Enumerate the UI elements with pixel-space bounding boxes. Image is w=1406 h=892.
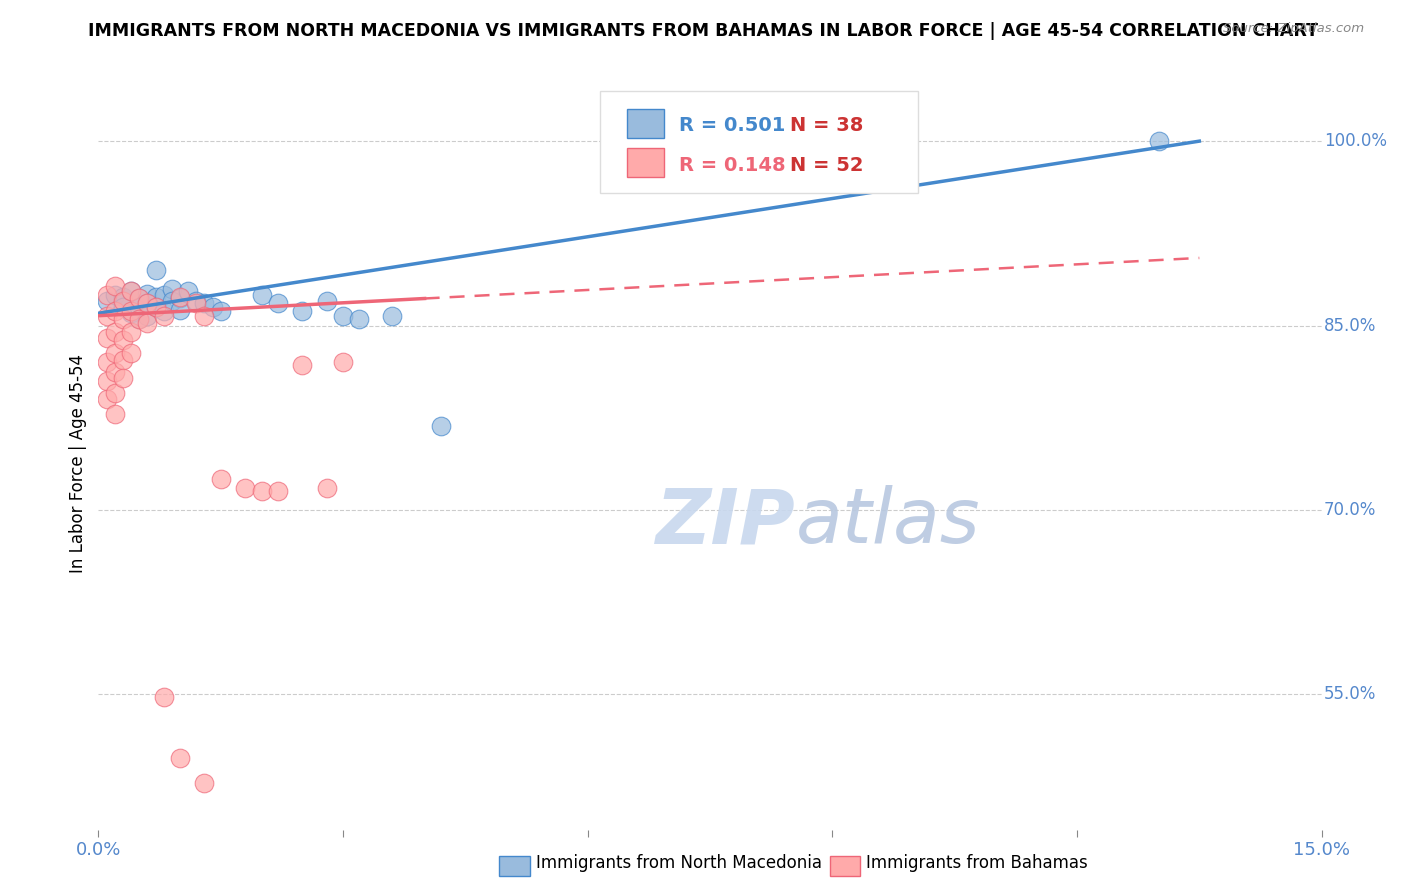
Point <box>111 293 134 308</box>
Point <box>96 355 118 369</box>
Point <box>111 290 134 304</box>
Point <box>267 296 290 310</box>
Point <box>291 303 314 318</box>
Point <box>332 309 354 323</box>
Text: 70.0%: 70.0% <box>1324 501 1376 519</box>
Point <box>111 300 134 314</box>
Point <box>111 371 134 385</box>
Point <box>169 751 191 765</box>
Point <box>315 481 337 495</box>
Point <box>136 309 159 323</box>
Point <box>96 288 118 302</box>
Point <box>96 331 118 345</box>
Point <box>128 300 150 314</box>
Point <box>104 279 127 293</box>
Point <box>250 288 273 302</box>
Point <box>381 309 404 323</box>
Point <box>120 303 142 318</box>
Point <box>96 293 118 308</box>
Text: 85.0%: 85.0% <box>1324 317 1376 334</box>
Point <box>193 309 215 323</box>
Text: IMMIGRANTS FROM NORTH MACEDONIA VS IMMIGRANTS FROM BAHAMAS IN LABOR FORCE | AGE : IMMIGRANTS FROM NORTH MACEDONIA VS IMMIG… <box>89 22 1317 40</box>
Text: Immigrants from Bahamas: Immigrants from Bahamas <box>866 854 1088 871</box>
Point <box>111 333 134 347</box>
Point <box>120 284 142 298</box>
Point <box>169 302 191 317</box>
Point <box>120 284 142 298</box>
Point <box>136 286 159 301</box>
Point <box>1147 134 1170 148</box>
Text: N = 38: N = 38 <box>790 117 863 136</box>
Point <box>160 282 183 296</box>
Point <box>250 484 273 499</box>
Point <box>104 365 127 379</box>
Point <box>332 355 354 369</box>
Text: R = 0.148: R = 0.148 <box>679 156 786 175</box>
Point <box>96 309 118 323</box>
Text: Source: ZipAtlas.com: Source: ZipAtlas.com <box>1223 22 1364 36</box>
Point <box>104 325 127 339</box>
Text: 100.0%: 100.0% <box>1324 132 1388 150</box>
Point <box>193 776 215 790</box>
Point <box>96 374 118 388</box>
Point <box>152 303 174 318</box>
Point <box>145 290 167 304</box>
Point <box>120 306 142 320</box>
Point <box>145 263 167 277</box>
Point <box>169 290 191 304</box>
Point <box>315 293 337 308</box>
FancyBboxPatch shape <box>627 148 664 178</box>
Point <box>152 288 174 302</box>
FancyBboxPatch shape <box>600 91 918 194</box>
Point <box>136 316 159 330</box>
Text: N = 52: N = 52 <box>790 156 863 175</box>
Point <box>186 296 208 310</box>
Point <box>128 312 150 326</box>
Point <box>267 484 290 499</box>
Point <box>186 293 208 308</box>
Point <box>145 300 167 314</box>
Point <box>349 312 371 326</box>
Point <box>104 288 127 302</box>
Point <box>136 296 159 310</box>
Point <box>177 284 200 298</box>
Text: R = 0.501: R = 0.501 <box>679 117 786 136</box>
Point <box>152 690 174 704</box>
Text: atlas: atlas <box>796 485 980 559</box>
Y-axis label: In Labor Force | Age 45-54: In Labor Force | Age 45-54 <box>69 354 87 574</box>
Point <box>120 325 142 339</box>
Point <box>430 419 453 434</box>
Point <box>128 292 150 306</box>
Text: 55.0%: 55.0% <box>1324 685 1376 703</box>
Point <box>96 392 118 407</box>
Point <box>152 309 174 323</box>
Point <box>111 353 134 368</box>
Point <box>136 296 159 310</box>
Point <box>291 358 314 372</box>
Point <box>104 407 127 421</box>
Point <box>201 300 224 314</box>
Point <box>160 293 183 308</box>
Point <box>104 386 127 401</box>
Point <box>209 303 232 318</box>
Point <box>209 472 232 486</box>
Point <box>128 312 150 326</box>
Point <box>120 345 142 359</box>
Text: ZIP: ZIP <box>657 485 796 559</box>
Point <box>104 303 127 318</box>
Point <box>111 312 134 326</box>
Point <box>169 292 191 306</box>
Point <box>193 296 215 310</box>
Text: Immigrants from North Macedonia: Immigrants from North Macedonia <box>536 854 821 871</box>
Point <box>233 481 256 495</box>
FancyBboxPatch shape <box>627 109 664 138</box>
Point <box>145 300 167 314</box>
Point <box>128 292 150 306</box>
Point <box>104 345 127 359</box>
